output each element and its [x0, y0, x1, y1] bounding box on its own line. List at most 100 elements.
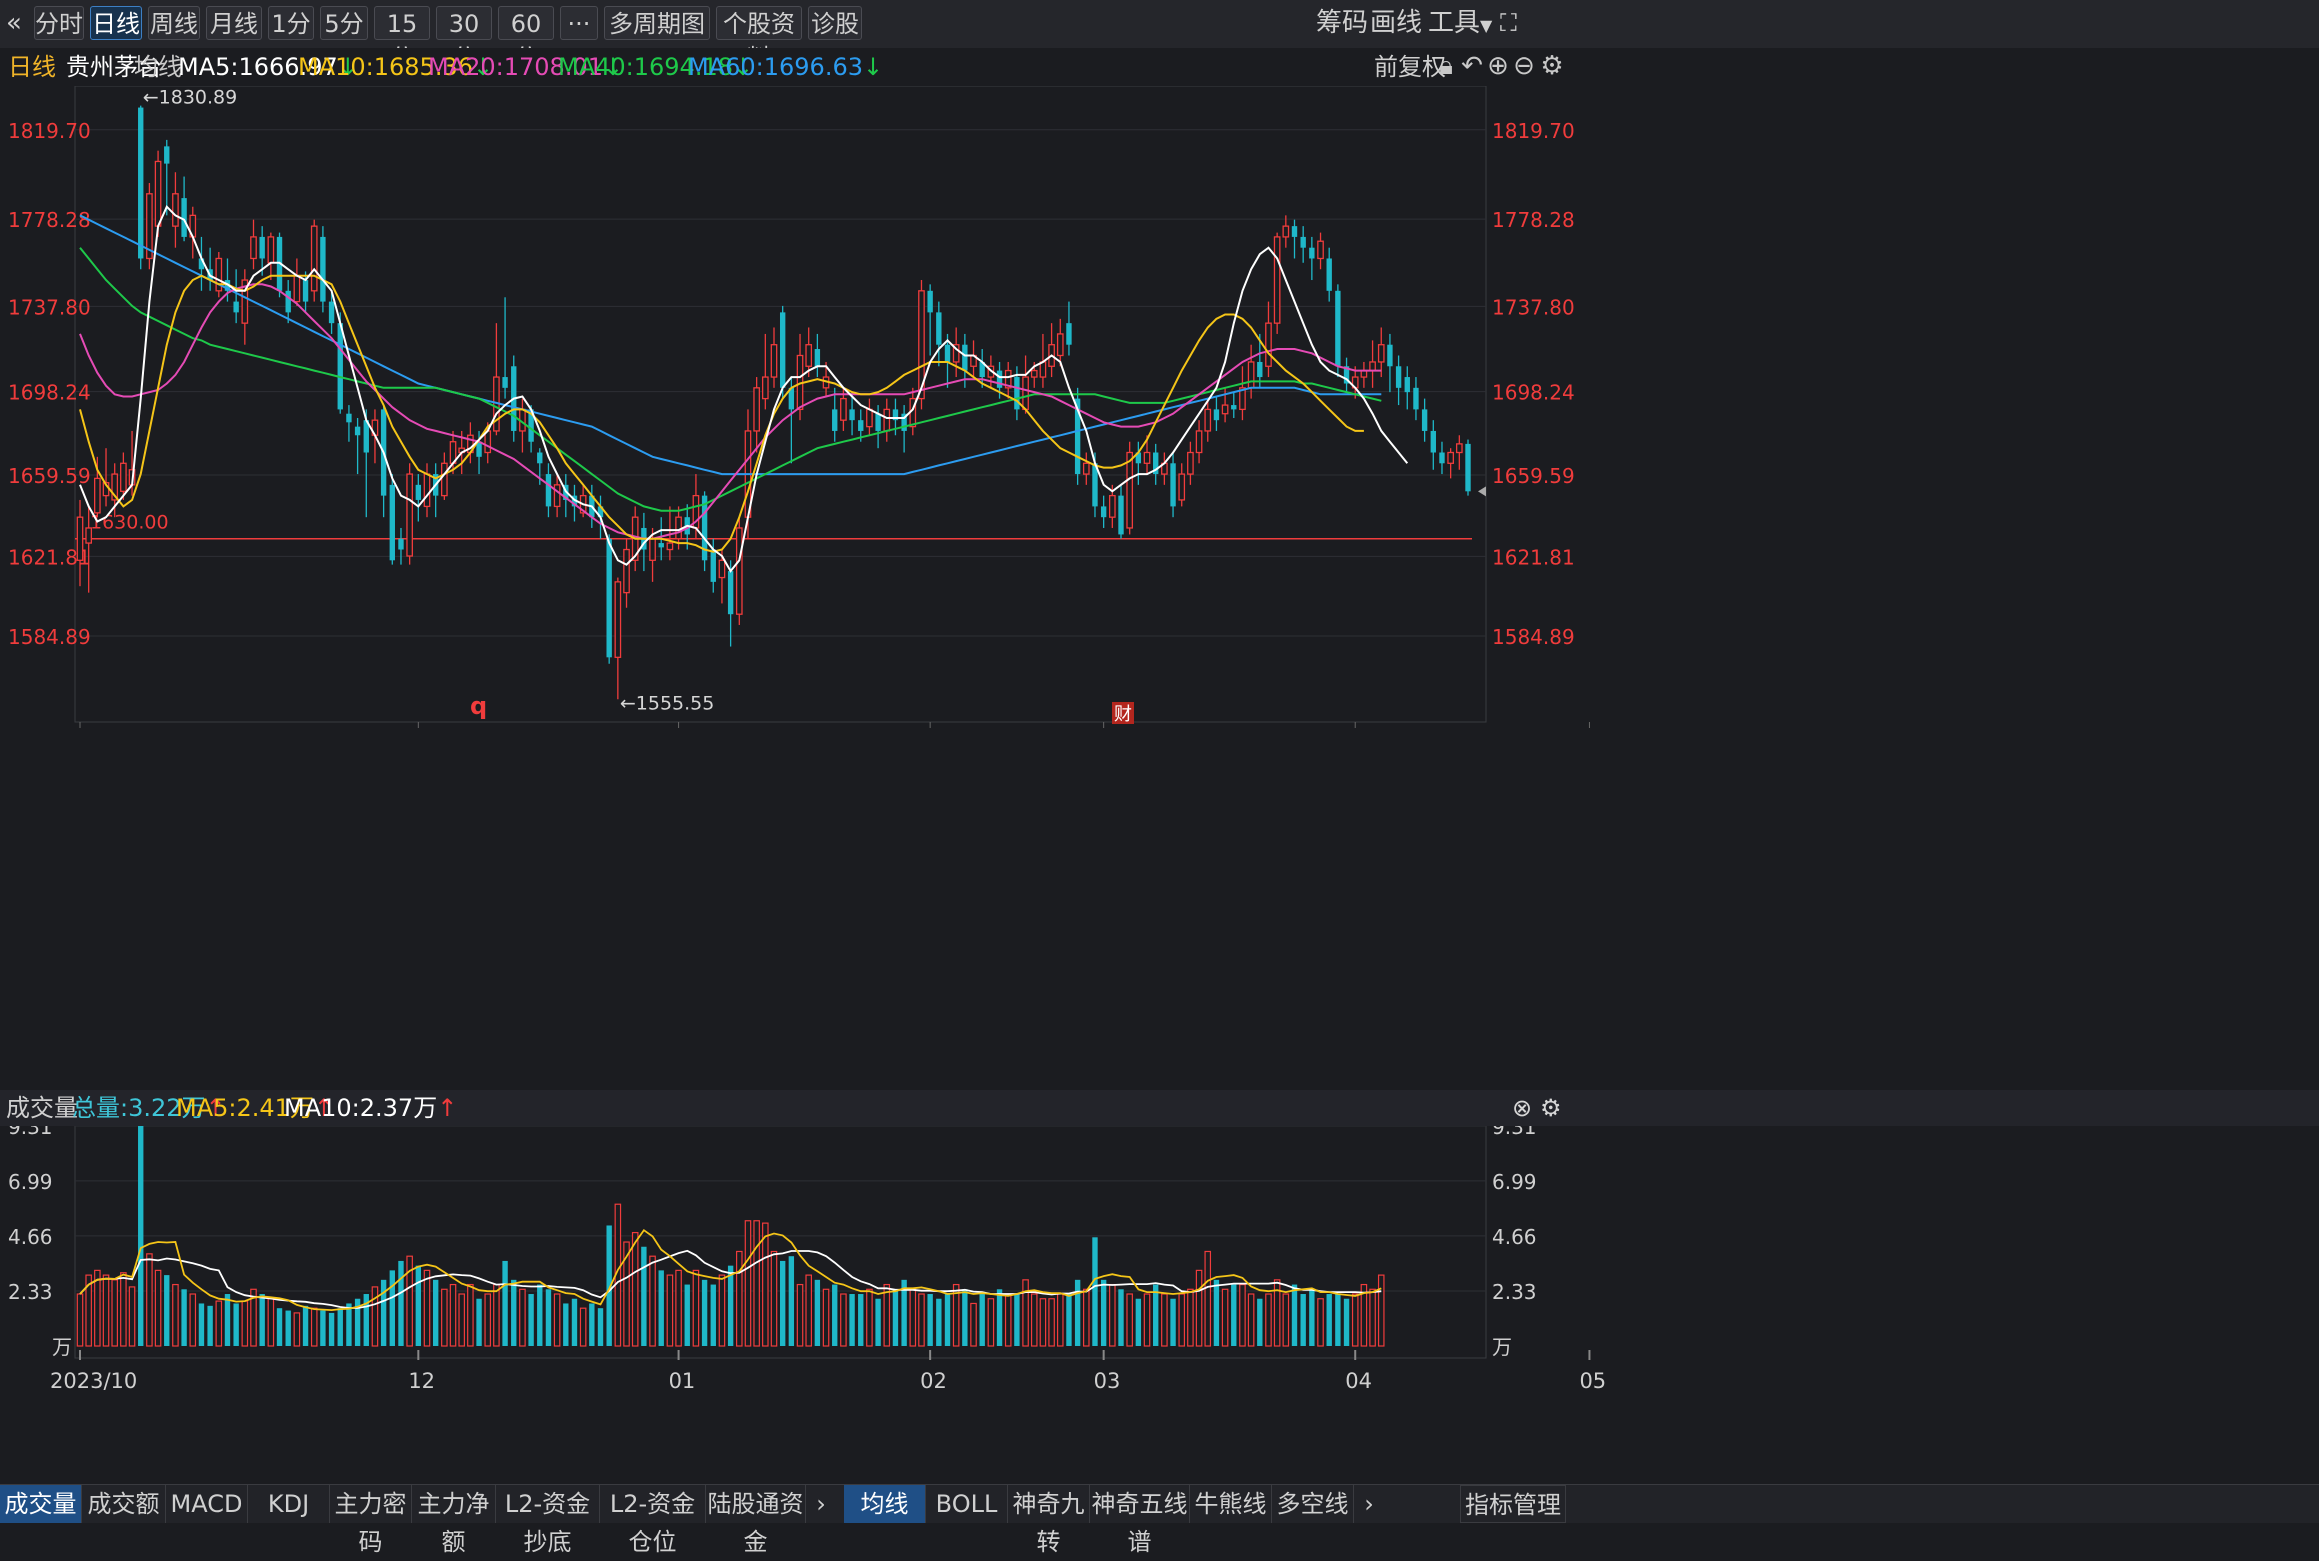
stock-name[interactable]: 贵州茅台: [66, 53, 162, 81]
candle-body-up: [718, 559, 726, 579]
draw-line-button[interactable]: 画线: [1370, 8, 1423, 38]
tab-main-code[interactable]: 主力密码: [330, 1485, 412, 1556]
tab-1min[interactable]: 1分: [268, 6, 314, 40]
multi-period-dropdown[interactable]: 多周期图▼: [604, 6, 710, 70]
candle-body-up: [1143, 451, 1151, 464]
tab-kdj[interactable]: KDJ: [248, 1485, 330, 1523]
candle-body-down: [996, 370, 1003, 388]
candle-body-down: [788, 387, 795, 410]
diagnose-button[interactable]: 诊股: [808, 6, 862, 40]
candle-body-down: [1404, 377, 1410, 393]
tab-turnover[interactable]: 成交额: [82, 1485, 166, 1523]
lock-icon[interactable]: 🔒︎: [1439, 51, 1453, 81]
volume-bar-down: [1153, 1284, 1159, 1346]
volume-bar-up: [987, 1298, 995, 1347]
price-tick-label-right: 1737.80: [1492, 295, 1575, 319]
volume-total-text: 总量:3.22万: [72, 1094, 206, 1122]
chips-button[interactable]: 筹码: [1316, 8, 1369, 38]
candle-body-up: [1204, 408, 1212, 432]
candle-body-down: [571, 495, 578, 507]
adjust-mode[interactable]: 前复权: [1374, 53, 1446, 81]
ma-label[interactable]: 均线: [134, 53, 182, 81]
volume-frame: [74, 1126, 1487, 1359]
candle-body-down: [302, 280, 309, 302]
candle-body-up: [1108, 494, 1116, 518]
volume-bar-down: [779, 1260, 786, 1346]
volume-bar-down: [276, 1308, 283, 1346]
tab-daily[interactable]: 日线: [90, 6, 142, 40]
ma60-value: MA60:1696.63↓: [688, 48, 883, 86]
volume-bar-down: [415, 1265, 422, 1346]
tab-long-short[interactable]: 多空线: [1272, 1485, 1354, 1523]
indicator-manage-button[interactable]: 指标管理: [1460, 1485, 1566, 1523]
volume-bar-down: [398, 1260, 404, 1346]
volume-chart[interactable]: 9.31 9.31 6.99 6.99 4.66 4.66 2.33 2.33 万 万 2023/1…: [0, 1126, 2319, 1484]
tab-5min[interactable]: 5分: [320, 6, 368, 40]
tab-volume[interactable]: 成交量: [0, 1485, 82, 1523]
tab-30min[interactable]: 30分: [436, 6, 492, 72]
ma5-line: [79, 204, 1409, 573]
zoom-in-icon[interactable]: ⊕: [1487, 51, 1509, 81]
zoom-out-icon[interactable]: ⊖: [1513, 51, 1535, 81]
candle-body-up: [94, 477, 101, 514]
volume-bar-up: [866, 1288, 873, 1347]
candle-body-down: [832, 409, 838, 431]
gear-icon[interactable]: ⚙: [1540, 1094, 1562, 1122]
candlestick-chart[interactable]: 1819.70 1819.70 1778.28 1778.28 1737.80 1737.…: [0, 86, 2319, 1090]
candle-body-down: [233, 301, 239, 313]
tab-macd[interactable]: MACD: [166, 1485, 248, 1523]
tab-weekly[interactable]: 周线: [148, 6, 200, 40]
candle-body-down: [1153, 452, 1159, 475]
volume-bar-up: [883, 1283, 891, 1347]
gear-icon[interactable]: ⚙: [1540, 51, 1564, 81]
volume-bar-up: [762, 1222, 769, 1347]
candle-body-up: [553, 484, 561, 508]
tab-boll[interactable]: BOLL: [926, 1485, 1008, 1523]
tab-ma[interactable]: 均线: [844, 1485, 926, 1523]
volume-bar-up: [579, 1307, 587, 1347]
candle-body-down: [502, 377, 508, 388]
volume-bar-down: [849, 1294, 855, 1346]
volume-bar-down: [944, 1294, 951, 1346]
more-icon[interactable]: ···: [560, 6, 598, 40]
fullscreen-icon[interactable]: ⛶: [1500, 9, 1517, 37]
volume-bar-down: [1066, 1294, 1072, 1346]
stock-profile-button[interactable]: 个股资料: [716, 6, 802, 72]
candle-body-down: [181, 198, 187, 237]
candle-body-up: [666, 542, 674, 551]
double-chevron-left-icon[interactable]: «: [6, 8, 22, 38]
tab-l2-bottom[interactable]: L2-资金抄底: [496, 1485, 600, 1556]
tab-bull-bear[interactable]: 牛熊线: [1190, 1485, 1272, 1523]
tab-main-net[interactable]: 主力净额: [412, 1485, 496, 1556]
price-tick-label-right: 1819.70: [1492, 119, 1575, 143]
tab-magic-five[interactable]: 神奇五线谱: [1090, 1485, 1190, 1556]
chevron-right-icon[interactable]: ›: [1364, 1490, 1374, 1518]
volume-bar-up: [423, 1269, 431, 1347]
price-tick-label-left: 1819.70: [8, 119, 91, 143]
tab-15min[interactable]: 15分: [374, 6, 430, 72]
tab-monthly[interactable]: 月线: [206, 6, 262, 40]
volume-bar-up: [970, 1302, 977, 1347]
tab-northbound[interactable]: 陆股通资金: [706, 1485, 806, 1556]
volume-bar-up: [553, 1293, 561, 1347]
undo-icon[interactable]: ↶: [1461, 51, 1483, 81]
date-label: 05: [1579, 1369, 1606, 1393]
tab-l2-position[interactable]: L2-资金仓位: [600, 1485, 706, 1556]
tab-magic-nine[interactable]: 神奇九转: [1008, 1485, 1090, 1556]
close-icon[interactable]: ⊗: [1512, 1094, 1533, 1122]
volume-bar-up: [1161, 1293, 1168, 1347]
volume-bar-up: [172, 1283, 179, 1347]
caret-down-icon: ▼: [1480, 16, 1493, 35]
volume-bar-up: [1030, 1293, 1038, 1347]
tools-menu[interactable]: 工具▼: [1428, 6, 1492, 40]
tab-60min[interactable]: 60分: [498, 6, 554, 72]
candle-body-down: [1100, 506, 1107, 518]
volume-bar-up: [718, 1274, 726, 1347]
date-label: 03: [1094, 1369, 1121, 1393]
finance-marker-bg: [1112, 702, 1134, 724]
tab-fenshi[interactable]: 分时: [34, 6, 84, 40]
volume-unit-left: 万: [52, 1335, 72, 1359]
candle-body-down: [1231, 405, 1237, 410]
chevron-right-icon[interactable]: ›: [816, 1490, 826, 1518]
candle-body-down: [1421, 409, 1428, 431]
